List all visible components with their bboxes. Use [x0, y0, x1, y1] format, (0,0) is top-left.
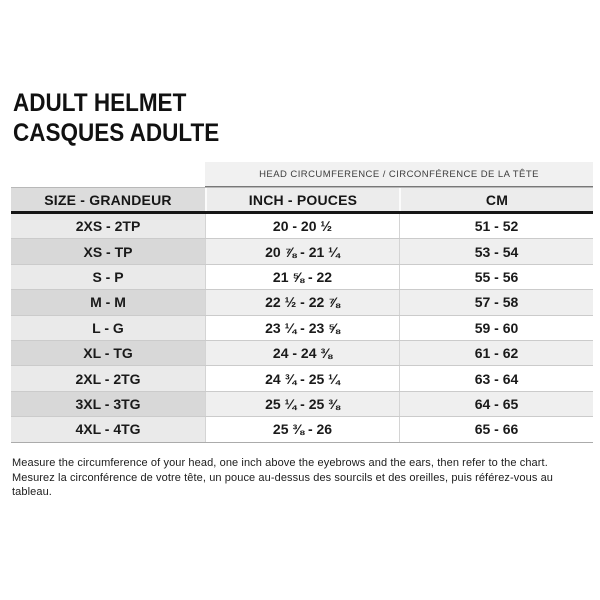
table-row-xl: XL - TG 24 - 24 ⅜ 61 - 62 — [11, 340, 593, 367]
column-header-row: SIZE - GRANDEUR INCH - POUCES CM — [11, 187, 593, 211]
column-header-cm: CM — [399, 188, 593, 211]
header-divider — [11, 211, 593, 214]
cm-cell: 53 - 54 — [399, 239, 593, 264]
page-title: ADULT HELMET CASQUES ADULTE — [13, 88, 219, 148]
column-header-size: SIZE - GRANDEUR — [11, 188, 205, 211]
inch-cell: 22 ½ - 22 ⅞ — [205, 290, 399, 315]
size-cell: XS - TP — [11, 239, 205, 264]
page-title-en: ADULT HELMET — [13, 89, 187, 117]
inch-cell: 20 ⅞ - 21 ¼ — [205, 239, 399, 264]
table-row-xs: XS - TP 20 ⅞ - 21 ¼ 53 - 54 — [11, 239, 593, 265]
size-cell: XL - TG — [11, 340, 205, 366]
size-cell: L - G — [11, 315, 205, 340]
table-row-m: M - M 22 ½ - 22 ⅞ 57 - 58 — [11, 290, 593, 316]
cm-cell: 65 - 66 — [399, 417, 593, 442]
table-row-3xl: 3XL - 3TG 25 ¼ - 25 ⅜ 64 - 65 — [11, 391, 593, 418]
size-cell: M - M — [11, 290, 205, 315]
inch-cell: 23 ¼ - 23 ⅝ — [205, 315, 399, 340]
cm-cell: 57 - 58 — [399, 290, 593, 315]
table-row-s: S - P 21 ⅝ - 22 55 - 56 — [11, 264, 593, 291]
span-header-spacer — [11, 162, 205, 187]
column-header-inch: INCH - POUCES — [205, 188, 399, 211]
size-cell: 4XL - 4TG — [11, 417, 205, 442]
instruction-fr: Mesurez la circonférence de votre tête, … — [12, 471, 554, 499]
inch-cell: 21 ⅝ - 22 — [205, 264, 399, 290]
inch-cell: 20 - 20 ½ — [205, 214, 399, 239]
table-row-l: L - G 23 ¼ - 23 ⅝ 59 - 60 — [11, 315, 593, 341]
cm-cell: 63 - 64 — [399, 366, 593, 391]
span-header-row: HEAD CIRCUMFERENCE / CIRCONFÉRENCE DE LA… — [11, 162, 593, 187]
size-cell: 2XL - 2TG — [11, 366, 205, 391]
cm-cell: 59 - 60 — [399, 315, 593, 340]
inch-cell: 24 - 24 ⅜ — [205, 340, 399, 366]
instruction-en: Measure the circumference of your head, … — [12, 457, 548, 469]
cm-cell: 64 - 65 — [399, 391, 593, 417]
inch-cell: 25 ⅜ - 26 — [205, 417, 399, 442]
measurement-instructions: Measure the circumference of your head, … — [12, 456, 588, 500]
table-row-4xl: 4XL - 4TG 25 ⅜ - 26 65 - 66 — [11, 417, 593, 443]
table-row-2xl: 2XL - 2TG 24 ¾ - 25 ¼ 63 - 64 — [11, 366, 593, 392]
size-cell: 3XL - 3TG — [11, 391, 205, 417]
size-cell: 2XS - 2TP — [11, 214, 205, 239]
inch-cell: 24 ¾ - 25 ¼ — [205, 366, 399, 391]
cm-cell: 55 - 56 — [399, 264, 593, 290]
size-chart-table: HEAD CIRCUMFERENCE / CIRCONFÉRENCE DE LA… — [11, 162, 593, 443]
cm-cell: 51 - 52 — [399, 214, 593, 239]
head-circumference-header: HEAD CIRCUMFERENCE / CIRCONFÉRENCE DE LA… — [205, 162, 593, 187]
cm-cell: 61 - 62 — [399, 340, 593, 366]
inch-cell: 25 ¼ - 25 ⅜ — [205, 391, 399, 417]
size-cell: S - P — [11, 264, 205, 290]
table-row-2xs: 2XS - 2TP 20 - 20 ½ 51 - 52 — [11, 214, 593, 240]
page-title-fr: CASQUES ADULTE — [13, 119, 220, 147]
